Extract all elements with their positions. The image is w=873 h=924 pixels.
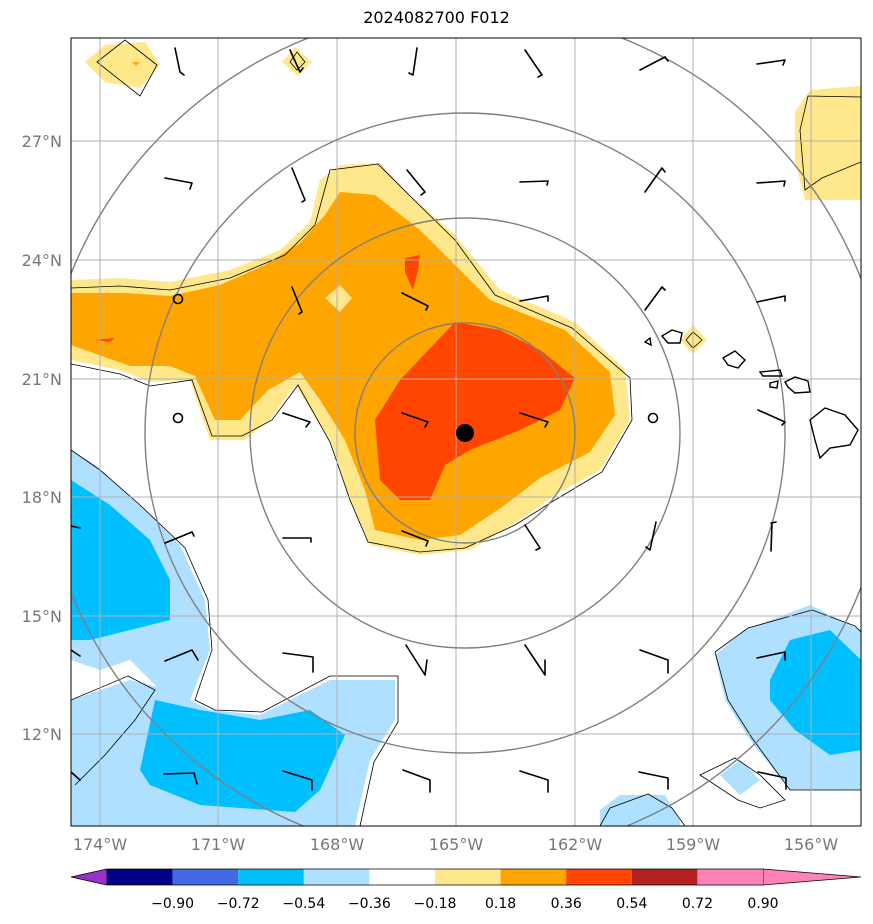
coastline-islands — [643, 329, 859, 460]
lon-label: 159°W — [666, 835, 721, 854]
colorbar-extend-left — [70, 868, 108, 886]
colorbar-tick-label: 0.90 — [747, 896, 778, 912]
lat-label: 18°N — [22, 488, 62, 507]
lon-label: 156°W — [784, 835, 839, 854]
colorbar-segment — [369, 869, 435, 885]
lon-label: 174°W — [73, 835, 128, 854]
colorbar-segment — [631, 869, 698, 885]
colorbar-extend-right — [762, 868, 862, 886]
colorbar-tick-label: 0.72 — [682, 896, 713, 912]
colorbar-tick-label: −0.36 — [348, 896, 391, 912]
colorbar-segment — [566, 869, 632, 885]
lon-label: 162°W — [548, 835, 603, 854]
colorbar-tick-label: 0.36 — [551, 896, 582, 912]
lat-label: 12°N — [22, 725, 62, 744]
colorbar-segment — [697, 869, 763, 885]
plot-area — [71, 38, 861, 826]
lat-label: 24°N — [22, 251, 62, 270]
lat-label: 15°N — [22, 607, 62, 626]
colorbar-tick-label: −0.54 — [282, 896, 325, 912]
colorbar-tick-label: −0.72 — [217, 896, 260, 912]
colorbar-tick-label: 0.18 — [485, 896, 516, 912]
lon-label: 165°W — [429, 835, 484, 854]
contour-lines — [71, 39, 861, 826]
gridlines — [71, 38, 861, 826]
colorbar-tick-label: 0.54 — [616, 896, 647, 912]
colorbar-segment — [107, 869, 173, 885]
negative-anomaly-region — [71, 450, 861, 826]
storm-center-marker — [456, 424, 474, 442]
lon-label: 168°W — [310, 835, 365, 854]
colorbar-segment — [435, 869, 501, 885]
colorbar-segment — [500, 869, 567, 885]
latitude-labels: 27°N 24°N 21°N 18°N 15°N 12°N — [22, 132, 62, 744]
lat-label: 27°N — [22, 132, 62, 151]
colorbar-tick-label: −0.18 — [414, 896, 457, 912]
lon-label: 171°W — [191, 835, 246, 854]
map-title: 2024082700 F012 — [363, 8, 510, 27]
lat-label: 21°N — [22, 370, 62, 389]
range-rings — [71, 38, 861, 826]
calm-wind-markers — [172, 293, 659, 424]
wind-barbs — [71, 47, 787, 793]
longitude-labels: 174°W 171°W 168°W 165°W 162°W 159°W 156°… — [73, 835, 839, 854]
colorbar-segment — [172, 869, 239, 885]
colorbar: −0.90 −0.72 −0.54 −0.36 −0.18 0.18 0.36 … — [70, 868, 862, 912]
colorbar-segment — [303, 869, 370, 885]
colorbar-segment — [238, 869, 304, 885]
colorbar-tick-label: −0.90 — [151, 896, 194, 912]
plot-frame — [70, 37, 862, 827]
